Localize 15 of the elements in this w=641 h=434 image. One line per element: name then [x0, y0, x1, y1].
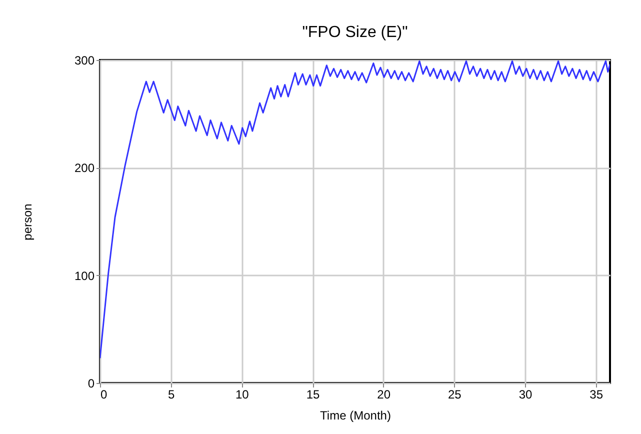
x-tick-label: 30: [518, 388, 532, 402]
x-tick-label: 0: [100, 388, 108, 402]
y-tick-label: 100: [74, 268, 95, 283]
y-tick-label: 300: [74, 54, 95, 68]
x-axis-title: Time (Month): [320, 408, 391, 422]
x-tick-label: 10: [235, 388, 250, 402]
y-tick-label: 200: [74, 161, 95, 176]
x-tick-label: 20: [377, 388, 391, 402]
x-tick-label: 35: [590, 388, 604, 402]
chart-title: "FPO Size (E)": [302, 24, 408, 41]
y-axis-title: person: [20, 204, 34, 240]
x-tick-label: 25: [448, 388, 462, 402]
y-tick-label: 0: [88, 376, 95, 390]
x-tick-label: 15: [306, 388, 320, 402]
x-tick-label: 5: [168, 388, 175, 402]
